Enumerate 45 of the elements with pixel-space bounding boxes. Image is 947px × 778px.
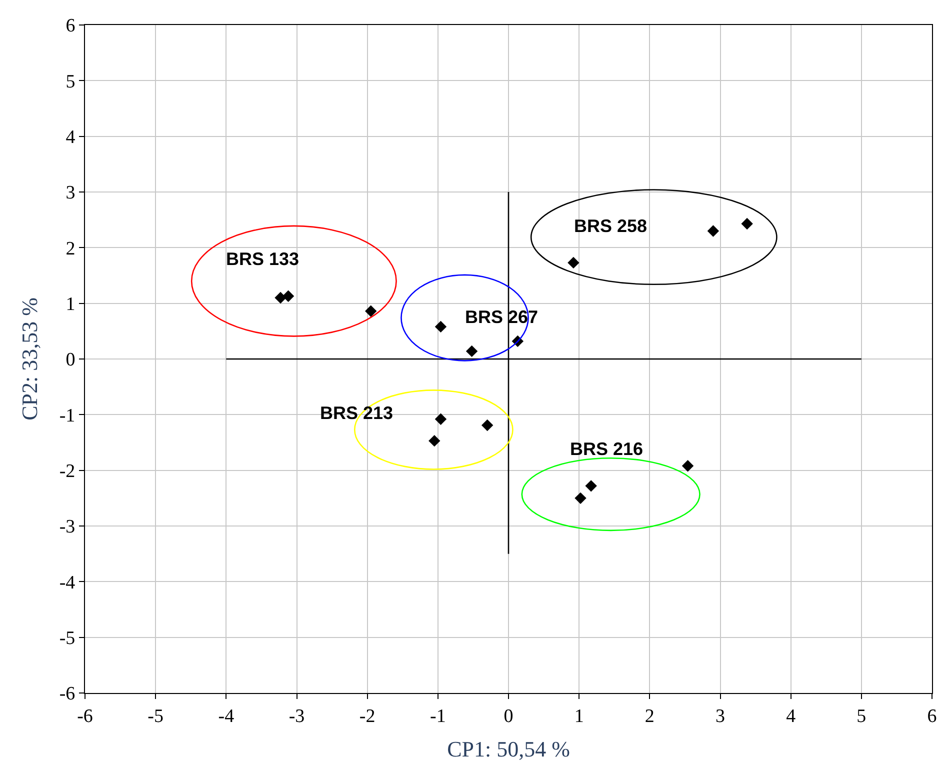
- x-tick-label: 4: [786, 706, 796, 727]
- y-tick-label: -5: [59, 628, 76, 649]
- point: [481, 419, 494, 432]
- text: BRS 213: [320, 403, 394, 423]
- point: [428, 434, 440, 447]
- point: [282, 290, 294, 302]
- point: [568, 256, 580, 269]
- x-tick-label: 2: [644, 706, 654, 727]
- y-tick-label: 1: [66, 294, 76, 315]
- y-tick-label: 4: [66, 126, 76, 148]
- point: [434, 320, 447, 333]
- y-tick-label: 3: [66, 182, 76, 204]
- x-tick-label: 6: [927, 706, 937, 727]
- series-label: BRS 133: [226, 249, 300, 269]
- x-tick-label: 1: [574, 706, 584, 727]
- series-label: BRS 216: [570, 439, 644, 459]
- point: [741, 218, 753, 230]
- y-tick-label: 0: [66, 350, 76, 371]
- x-tick-label: -5: [148, 706, 164, 727]
- y-tick-label: 5: [66, 71, 76, 92]
- y-tick-label: 6: [66, 16, 76, 37]
- y-tick-label: -2: [59, 460, 76, 482]
- point: [574, 492, 586, 504]
- point: [434, 413, 447, 425]
- point: [274, 292, 286, 304]
- point: [682, 460, 694, 472]
- y-tick-label: 2: [66, 238, 76, 260]
- point: [707, 225, 720, 237]
- x-tick-label: 3: [716, 706, 725, 727]
- x-tick-label: -4: [218, 706, 235, 727]
- point: [466, 345, 478, 358]
- point: [585, 480, 597, 492]
- series-label: BRS 258: [574, 216, 648, 236]
- x-tick-label: -3: [288, 706, 305, 727]
- point: [365, 305, 377, 317]
- x-tick-label: 5: [856, 706, 866, 727]
- x-tick-label: -1: [430, 706, 446, 727]
- y-axis-title: CP2: 33,53 %: [17, 298, 42, 420]
- y-tick-label: -6: [59, 684, 76, 705]
- x-tick-label: -2: [359, 706, 376, 727]
- x-axis-title: CP1: 50,54 %: [447, 736, 570, 762]
- y-tick-label: -4: [59, 572, 76, 594]
- y-tick-label: -3: [59, 516, 76, 538]
- x-tick-label: 0: [504, 706, 514, 727]
- y-tick-label: -1: [59, 405, 76, 426]
